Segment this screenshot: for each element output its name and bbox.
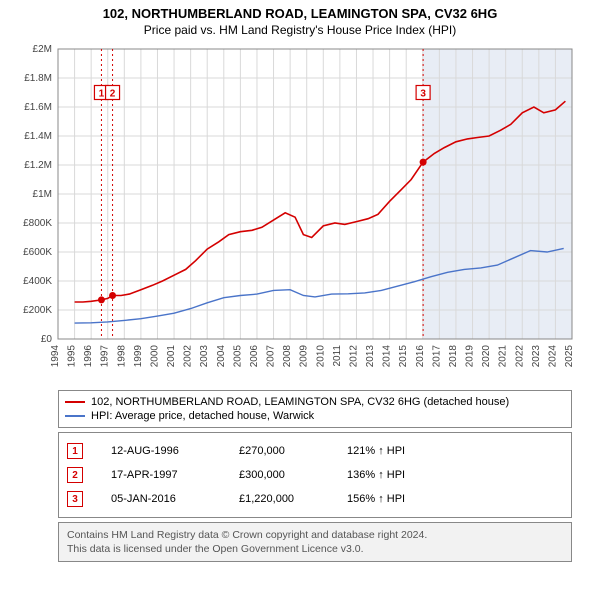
event-date: 12-AUG-1996 [111, 445, 211, 457]
svg-text:£600K: £600K [23, 247, 52, 258]
svg-text:2003: 2003 [199, 345, 210, 368]
legend-swatch [65, 415, 85, 417]
svg-text:£800K: £800K [23, 218, 52, 229]
svg-text:2024: 2024 [547, 345, 558, 368]
event-marker: 3 [67, 491, 83, 507]
event-date: 17-APR-1997 [111, 469, 211, 481]
event-price: £270,000 [239, 445, 319, 457]
svg-text:2013: 2013 [365, 345, 376, 368]
svg-text:2016: 2016 [415, 345, 426, 368]
svg-text:2023: 2023 [531, 345, 542, 368]
svg-text:2006: 2006 [249, 345, 260, 368]
license-line-2: This data is licensed under the Open Gov… [67, 542, 563, 556]
chart-subtitle: Price paid vs. HM Land Registry's House … [0, 23, 600, 37]
events-table: 1 12-AUG-1996 £270,000 121% ↑ HPI 2 17-APR-19… [58, 432, 572, 518]
svg-text:2021: 2021 [498, 345, 509, 368]
svg-text:2012: 2012 [348, 345, 359, 368]
svg-text:£2M: £2M [33, 44, 52, 55]
legend-label: HPI: Average price, detached house, Warw… [91, 410, 314, 422]
price-chart: £0 £200K £400K £600K £800K £1M £1.2M £1.4M £1.6M… [0, 41, 600, 381]
event-row: 1 12-AUG-1996 £270,000 121% ↑ HPI [67, 439, 563, 463]
svg-text:£200K: £200K [23, 305, 52, 316]
svg-text:2002: 2002 [183, 345, 194, 368]
svg-text:2004: 2004 [216, 345, 227, 368]
svg-text:£1.6M: £1.6M [24, 102, 52, 113]
legend: 102, NORTHUMBERLAND ROAD, LEAMINGTON SPA… [58, 390, 572, 428]
svg-text:2007: 2007 [266, 345, 277, 368]
event-price: £1,220,000 [239, 493, 319, 505]
svg-text:2: 2 [110, 89, 116, 100]
svg-text:2022: 2022 [514, 345, 525, 368]
legend-label: 102, NORTHUMBERLAND ROAD, LEAMINGTON SPA… [91, 396, 509, 408]
svg-text:2009: 2009 [299, 345, 310, 368]
svg-text:1997: 1997 [100, 345, 111, 368]
svg-text:£400K: £400K [23, 276, 52, 287]
svg-text:2011: 2011 [332, 345, 343, 367]
svg-text:2000: 2000 [149, 345, 160, 368]
svg-text:2014: 2014 [382, 345, 393, 368]
svg-text:£1.4M: £1.4M [24, 131, 52, 142]
event-marker: 1 [67, 443, 83, 459]
license-line-1: Contains HM Land Registry data © Crown c… [67, 528, 563, 542]
license-notice: Contains HM Land Registry data © Crown c… [58, 522, 572, 562]
legend-swatch [65, 401, 85, 403]
chart-title: 102, NORTHUMBERLAND ROAD, LEAMINGTON SPA… [0, 6, 600, 21]
svg-text:1998: 1998 [116, 345, 127, 368]
event-date: 05-JAN-2016 [111, 493, 211, 505]
svg-text:2025: 2025 [564, 345, 575, 368]
svg-text:2005: 2005 [232, 345, 243, 368]
svg-text:2008: 2008 [282, 345, 293, 368]
svg-text:2020: 2020 [481, 345, 492, 368]
legend-row: HPI: Average price, detached house, Warw… [65, 409, 565, 423]
svg-text:£0: £0 [41, 334, 53, 345]
svg-text:£1M: £1M [33, 189, 52, 200]
event-row: 3 05-JAN-2016 £1,220,000 156% ↑ HPI [67, 487, 563, 511]
svg-text:1994: 1994 [50, 345, 61, 368]
svg-text:£1.2M: £1.2M [24, 160, 52, 171]
svg-text:2015: 2015 [398, 345, 409, 368]
svg-text:£1.8M: £1.8M [24, 73, 52, 84]
event-hpi: 136% ↑ HPI [347, 469, 457, 481]
svg-text:3: 3 [420, 89, 426, 100]
svg-text:2018: 2018 [448, 345, 459, 368]
svg-text:2001: 2001 [166, 345, 177, 368]
legend-row: 102, NORTHUMBERLAND ROAD, LEAMINGTON SPA… [65, 395, 565, 409]
event-hpi: 121% ↑ HPI [347, 445, 457, 457]
svg-text:1: 1 [99, 89, 105, 100]
event-row: 2 17-APR-1997 £300,000 136% ↑ HPI [67, 463, 563, 487]
svg-text:1996: 1996 [83, 345, 94, 368]
event-hpi: 156% ↑ HPI [347, 493, 457, 505]
svg-text:1999: 1999 [133, 345, 144, 368]
event-price: £300,000 [239, 469, 319, 481]
svg-text:2019: 2019 [465, 345, 476, 368]
svg-text:1995: 1995 [67, 345, 78, 368]
svg-text:2010: 2010 [315, 345, 326, 368]
event-marker: 2 [67, 467, 83, 483]
svg-text:2017: 2017 [431, 345, 442, 368]
